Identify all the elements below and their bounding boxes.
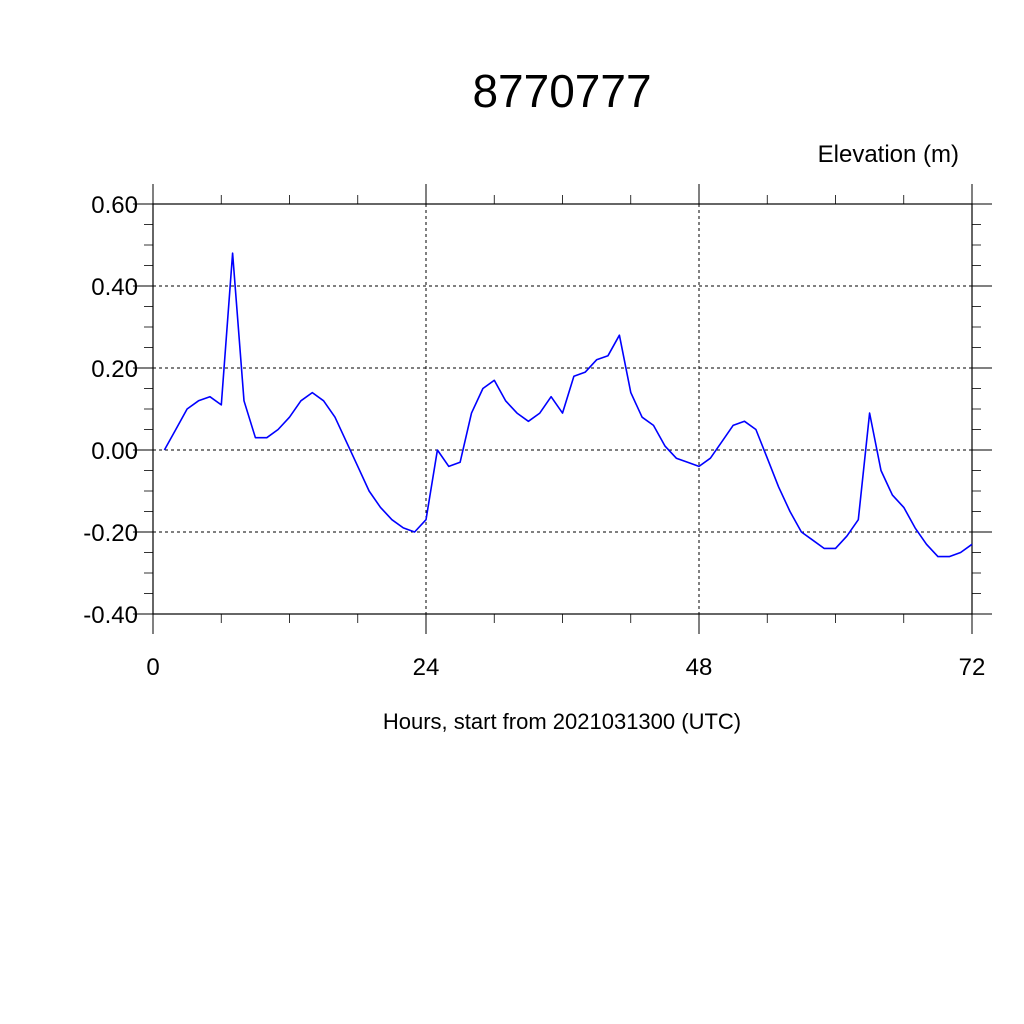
- axis-ticks: [133, 184, 992, 634]
- y-tick-label: -0.40: [83, 602, 138, 629]
- y-tick-label: 0.40: [91, 274, 138, 301]
- y-tick-label: -0.20: [83, 520, 138, 547]
- y-tick-labels: 0.60 0.40 0.20 0.00 -0.20 -0.40: [83, 192, 138, 629]
- x-tick-label: 24: [413, 654, 440, 681]
- series-line: [163, 252, 973, 558]
- x-tick-label: 48: [686, 654, 713, 681]
- grid-lines: [152, 203, 973, 615]
- y-axis-label: Elevation (m): [818, 141, 959, 168]
- plot-frame: [152, 203, 973, 615]
- y-tick-label: 0.20: [91, 356, 138, 383]
- chart-title: 8770777: [472, 65, 652, 117]
- x-axis-label: Hours, start from 2021031300 (UTC): [383, 709, 741, 734]
- x-tick-labels: 0 24 48 72: [146, 654, 985, 681]
- x-tick-label: 0: [146, 654, 159, 681]
- y-tick-label: 0.60: [91, 192, 138, 219]
- x-tick-label: 72: [959, 654, 986, 681]
- series-layer: [163, 252, 973, 558]
- y-tick-label: 0.00: [91, 438, 138, 465]
